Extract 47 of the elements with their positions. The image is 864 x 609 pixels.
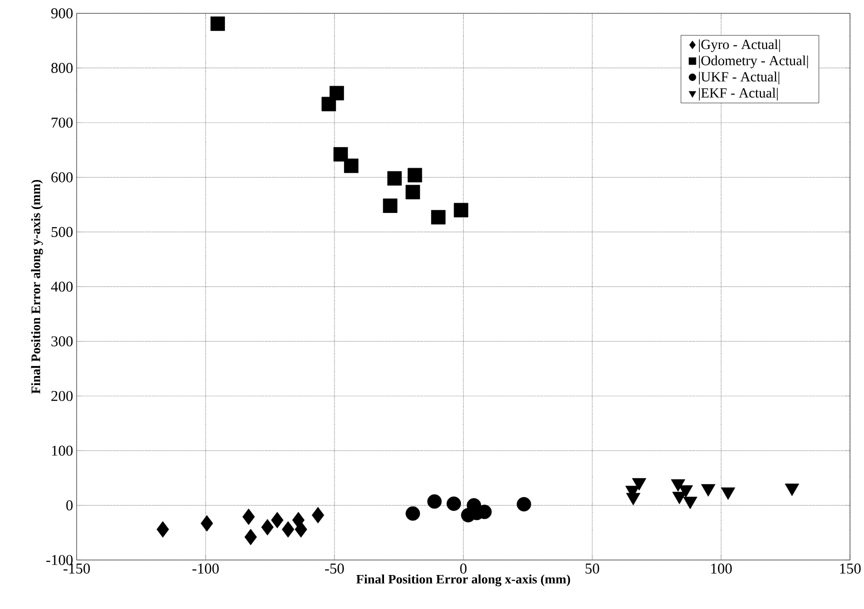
point: [382, 198, 398, 213]
y-tick-label: 600: [51, 172, 73, 182]
legend-label: |UKF - Actual|: [699, 72, 780, 84]
y-tick-label: 200: [51, 390, 73, 402]
y-tick-label: -100: [46, 554, 73, 566]
point: [282, 521, 294, 538]
y-tick-label: 300: [51, 336, 73, 346]
point: [344, 158, 358, 174]
y-tick-label: 500: [52, 226, 73, 238]
point: [210, 16, 225, 31]
x-tick-label: 100: [711, 564, 732, 574]
y-tick-label: 900: [51, 8, 73, 18]
point: [156, 521, 169, 538]
point: [333, 147, 348, 162]
x-tick-label: 50: [586, 564, 600, 574]
x-tick-label: 150: [840, 564, 861, 574]
x-tick-label: -50: [325, 564, 344, 574]
x-tick-label: -150: [64, 564, 90, 574]
point: [431, 210, 446, 224]
y-tick-label: 100: [52, 446, 73, 456]
x-axis-title: Final Position Error along x-axis (mm): [356, 574, 570, 586]
point: [200, 515, 214, 532]
point: [242, 508, 255, 526]
point: [408, 168, 422, 182]
y-tick-label: 700: [52, 118, 73, 128]
y-tick-label: 0: [66, 500, 73, 510]
point: [446, 496, 462, 511]
point: [406, 184, 420, 200]
point: [271, 512, 284, 528]
point: [312, 506, 324, 524]
point: [244, 528, 257, 546]
point: [454, 202, 468, 218]
point: [322, 96, 336, 112]
point: [261, 518, 274, 536]
legend-label: |Gyro - Actual|: [699, 39, 780, 52]
y-tick-label: 800: [51, 62, 73, 73]
x-tick-label: -100: [192, 564, 219, 574]
point: [427, 494, 442, 509]
x-tick-label: 0: [460, 564, 467, 574]
legend-label: |EKF - Actual|: [699, 88, 778, 101]
y-tick-label: 400: [51, 282, 73, 292]
point: [387, 171, 402, 186]
point: [516, 497, 532, 512]
legend-label: |Odometry - Actual|: [699, 55, 808, 68]
y-axis-title: Final Position Error along y-axis (mm): [31, 180, 43, 394]
point: [294, 521, 308, 538]
point: [406, 506, 420, 521]
